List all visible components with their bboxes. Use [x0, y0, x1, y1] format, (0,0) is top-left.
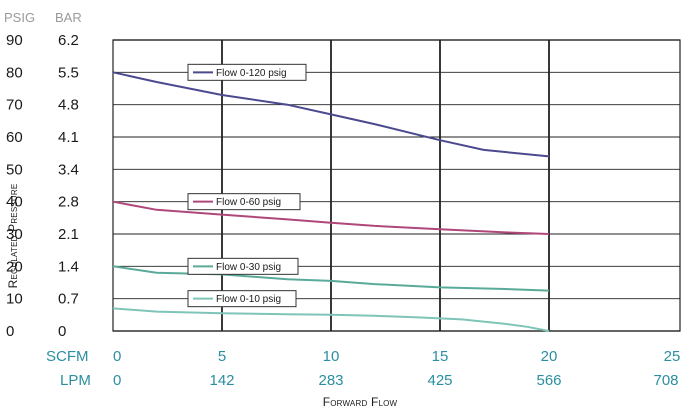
series-line-4: [112, 307, 550, 332]
y-tick-bar: 6.2: [58, 32, 79, 49]
y-tick-psig: 50: [6, 161, 23, 178]
psig-unit-header: PSIG: [4, 10, 35, 25]
y-tick-bar: 4.8: [58, 97, 79, 114]
x-tick-lpm: 283: [318, 372, 343, 389]
x-axis-ticks: 0 5 10 15 20 25 0 142 283 425 566 708: [113, 348, 680, 389]
y-tick-bar: 5.5: [58, 64, 79, 81]
y-tick-bar: 3.4: [58, 161, 79, 178]
y-tick-psig: 80: [6, 64, 23, 81]
y-tick-psig: 60: [6, 129, 23, 146]
legend: Flow 0-120 psig Flow 0-60 psig Flow 0-30 p…: [187, 63, 307, 308]
y-tick-bar: 0: [58, 323, 66, 340]
lpm-row-label: LPM: [60, 372, 91, 389]
y-tick-psig: 20: [6, 258, 23, 275]
legend-item-2: Flow 0-60 psig: [187, 193, 301, 211]
x-tick-scfm: 25: [664, 348, 681, 365]
legend-label: Flow 0-30 psig: [216, 262, 281, 273]
legend-box: [187, 290, 297, 308]
y-tick-psig: 90: [6, 32, 23, 49]
y-tick-bar: 2.8: [58, 194, 79, 211]
legend-item-1: Flow 0-120 psig: [187, 63, 307, 81]
x-tick-lpm: 708: [653, 372, 678, 389]
y-tick-psig: 30: [6, 226, 23, 243]
y-tick-bar: 0.7: [58, 291, 79, 308]
y-tick-bar: 2.1: [58, 226, 79, 243]
legend-label: Flow 0-60 psig: [216, 197, 281, 208]
x-tick-lpm: 0: [113, 372, 121, 389]
y-tick-psig: 0: [6, 323, 14, 340]
legend-box: [187, 63, 307, 81]
legend-label: Flow 0-120 psig: [216, 68, 287, 79]
y-tick-bar: 1.4: [58, 258, 79, 275]
y-tick-psig: 10: [6, 291, 23, 308]
legend-box: [187, 193, 301, 211]
plot-grid: [112, 39, 681, 332]
series-line-2: [112, 200, 550, 235]
x-tick-scfm: 20: [541, 348, 558, 365]
x-axis-title: Forward Flow: [323, 395, 398, 409]
y-tick-bar: 4.1: [58, 129, 79, 146]
y-axis-ticks: 90 6.2 80 5.5 70 4.8 60 4.1 50 3.4 40 2.8 30 2.1 20 1.4…: [6, 32, 79, 340]
x-tick-scfm: 0: [113, 348, 121, 365]
x-tick-scfm: 5: [218, 348, 226, 365]
series-line-3: [112, 265, 550, 292]
y-tick-psig: 40: [6, 194, 23, 211]
legend-item-4: Flow 0-10 psig: [187, 290, 297, 308]
y-axis-title: Regulated Pressure: [6, 184, 20, 289]
bar-unit-header: BAR: [55, 10, 82, 25]
x-tick-lpm: 142: [209, 372, 234, 389]
series-lines: [112, 71, 550, 332]
x-tick-scfm: 10: [323, 348, 340, 365]
y-tick-psig: 70: [6, 97, 23, 114]
series-line-1: [112, 71, 550, 158]
legend-box: [187, 257, 299, 275]
legend-label: Flow 0-10 psig: [216, 294, 281, 305]
x-tick-lpm: 566: [536, 372, 561, 389]
x-tick-scfm: 15: [432, 348, 449, 365]
scfm-row-label: SCFM: [46, 348, 89, 365]
plot-frame: [112, 39, 681, 332]
x-tick-lpm: 425: [427, 372, 452, 389]
legend-item-3: Flow 0-30 psig: [187, 257, 299, 275]
